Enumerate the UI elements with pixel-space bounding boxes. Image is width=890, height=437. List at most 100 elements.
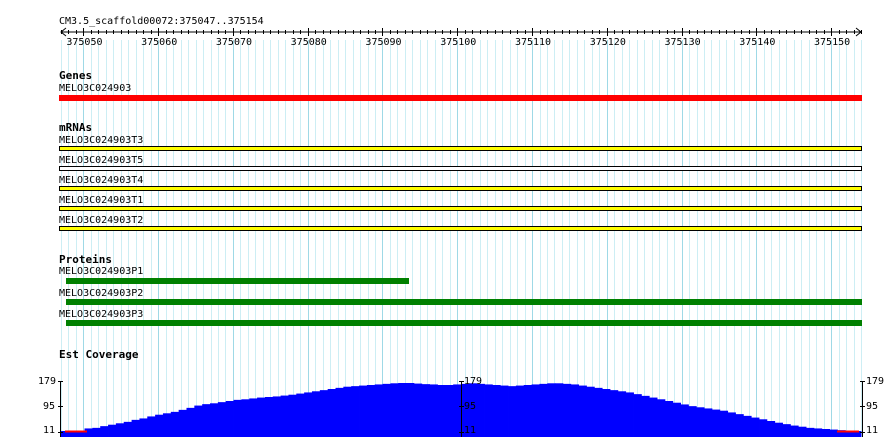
coverage-bar [751, 417, 760, 437]
coverage-bar [774, 422, 783, 437]
mrna-label-t1: MELO3C024903T1 [59, 195, 144, 206]
mrna-feature-t3[interactable] [59, 146, 862, 151]
mrnas-track-title: mRNAs [59, 121, 93, 134]
protein-label-p3: MELO3C024903P3 [59, 309, 144, 320]
coverage-bar [547, 383, 556, 437]
coverage-bar [351, 386, 360, 437]
coverage-bar [821, 429, 831, 437]
coverage-bar [92, 427, 101, 437]
mrna-label-t3: MELO3C024903T3 [59, 135, 144, 146]
coverage-bar [413, 383, 423, 437]
coverage-bar [233, 399, 242, 437]
coverage-bar [461, 383, 470, 437]
ruler-tick-label: 375100 [440, 37, 477, 48]
coverage-bar [100, 426, 109, 437]
coverage-bar [162, 413, 172, 437]
coverage-bar [500, 385, 509, 437]
coverage-ymax-left: 179 [38, 376, 57, 387]
coverage-bar [743, 415, 752, 437]
coverage-bar [602, 389, 611, 437]
coverage-bar [178, 409, 187, 437]
protein-label-p2: MELO3C024903P2 [59, 288, 144, 299]
genes-track-title: Genes [59, 69, 93, 82]
mrna-label-t2: MELO3C024903T2 [59, 215, 144, 226]
ruler-tick-label: 375110 [514, 37, 552, 48]
coverage-bar [61, 431, 70, 437]
coverage-bar [296, 393, 305, 437]
coverage-bar [437, 385, 446, 437]
coverage-bar [672, 402, 681, 437]
coverage-bar [641, 395, 650, 437]
coverage-bar [649, 397, 658, 437]
coverage-bar [523, 385, 532, 437]
coverage-bar [186, 407, 195, 437]
coverage-bar [147, 416, 156, 437]
est-coverage-histogram[interactable] [0, 380, 890, 437]
coverage-bar [327, 389, 336, 437]
coverage-bar [76, 431, 85, 437]
ruler-tick-label: 375120 [589, 37, 626, 48]
mrna-feature-t1[interactable] [59, 206, 862, 211]
coverage-bar [837, 430, 846, 437]
coverage-bar [570, 384, 580, 437]
coverage-bar [123, 421, 132, 437]
coverage-bar [664, 401, 674, 437]
coverage-bar [272, 396, 281, 437]
region-label: CM3.5_scaffold00072:375047..375154 [59, 16, 264, 27]
ruler-tick-label: 375070 [215, 37, 253, 48]
coverage-bar [617, 391, 627, 437]
coverage-bar [335, 387, 344, 437]
coverage-bar [406, 383, 415, 437]
coverage-bar [484, 384, 493, 437]
coverage-bar [704, 408, 713, 437]
coverage-bar [194, 405, 203, 437]
proteins-track-title: Proteins [59, 253, 112, 266]
coverage-bar [625, 392, 634, 437]
coverage-bar [727, 412, 736, 437]
coverage-bar [288, 394, 297, 437]
ruler-tick-label: 375080 [290, 37, 327, 48]
coverage-bar [429, 384, 438, 437]
protein-feature-p2[interactable] [66, 299, 862, 305]
coverage-bar [531, 384, 540, 437]
coverage-bar [790, 425, 799, 437]
mrna-feature-t5[interactable] [59, 166, 862, 171]
mrna-feature-t2[interactable] [59, 226, 862, 231]
est-coverage-track-title: Est Coverage [59, 348, 139, 361]
coverage-bar [610, 390, 619, 437]
coverage-bar [562, 383, 572, 437]
gene-label: MELO3C024903 [59, 83, 132, 94]
coverage-bar [782, 424, 791, 437]
protein-feature-p1[interactable] [66, 278, 409, 284]
coverage-ymid-right: 95 [866, 401, 879, 412]
coverage-bar [359, 385, 368, 437]
coverage-bar [688, 406, 697, 437]
coverage-bar [578, 385, 587, 437]
gene-feature-bar[interactable] [59, 95, 862, 101]
ruler[interactable] [0, 25, 890, 39]
coverage-bar [108, 424, 117, 437]
coverage-bar [170, 411, 180, 437]
coverage-ymin-left: 11 [43, 425, 56, 436]
coverage-bar [84, 428, 93, 437]
coverage-ymin-right: 11 [866, 425, 879, 436]
mrna-feature-t4[interactable] [59, 186, 862, 191]
coverage-bar [68, 431, 78, 437]
coverage-bar [280, 395, 289, 437]
coverage-bar [374, 384, 383, 437]
coverage-ymax-center: 179 [464, 376, 483, 387]
coverage-bar [366, 385, 376, 437]
coverage-bar [476, 383, 485, 437]
coverage-bar [759, 419, 768, 437]
coverage-bar [421, 384, 431, 437]
ruler-tick-label: 375130 [664, 37, 701, 48]
coverage-bar [390, 383, 399, 437]
coverage-ymax-right: 179 [866, 376, 885, 387]
protein-feature-p3[interactable] [66, 320, 862, 326]
coverage-bar [131, 419, 140, 437]
coverage-bar [155, 414, 164, 437]
coverage-bar [311, 391, 321, 437]
coverage-bar [539, 383, 548, 437]
coverage-bar [555, 383, 564, 437]
coverage-bar [453, 384, 462, 437]
